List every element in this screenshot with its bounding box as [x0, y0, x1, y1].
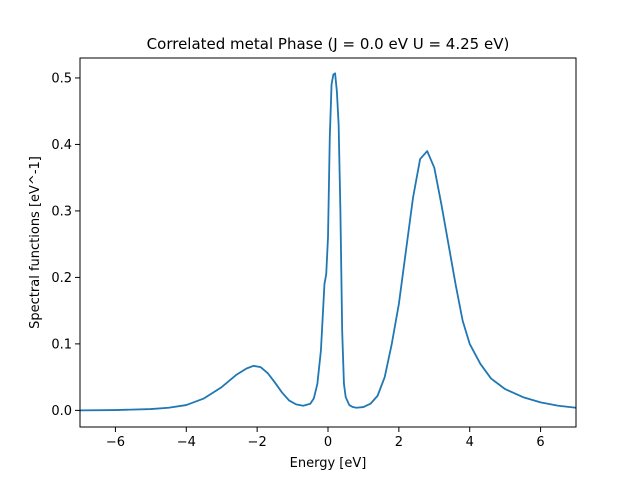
y-tick-label: 0.0: [51, 404, 72, 419]
y-tick-label: 0.4: [51, 138, 72, 153]
y-tick-label: 0.2: [51, 271, 72, 286]
spectral-function-line-0: [79, 72, 577, 412]
y-tick-label: 0.3: [51, 204, 72, 219]
x-axis: −6 −4 −2 0 2 4 6: [106, 427, 545, 450]
y-tick-label: 0.5: [51, 71, 72, 86]
x-tick-label: −6: [106, 435, 125, 450]
y-tick-label: 0.1: [51, 337, 72, 352]
x-tick-label: −2: [248, 435, 267, 450]
plot-area: [79, 72, 577, 412]
chart-title: Correlated metal Phase (J = 0.0 eV U = 4…: [147, 35, 510, 53]
x-tick-label: 0: [324, 435, 332, 450]
y-axis: 0.0 0.1 0.2 0.3 0.4 0.5: [51, 71, 80, 419]
x-tick-label: −4: [177, 435, 196, 450]
x-tick-label: 4: [466, 435, 474, 450]
x-tick-label: 2: [395, 435, 403, 450]
y-axis-label: Spectral functions [eV^-1]: [28, 156, 43, 329]
x-axis-label: Energy [eV]: [290, 456, 367, 471]
x-tick-label: 6: [536, 435, 544, 450]
